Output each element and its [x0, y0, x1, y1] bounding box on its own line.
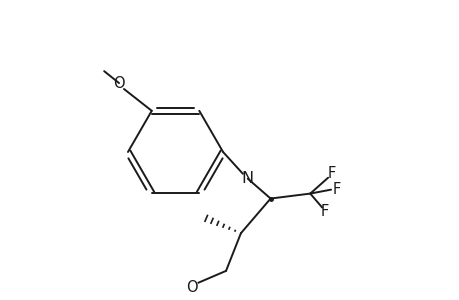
Text: N: N — [241, 171, 253, 186]
Text: F: F — [320, 204, 329, 219]
Text: O: O — [113, 76, 124, 91]
Text: O: O — [186, 280, 198, 295]
Text: F: F — [332, 182, 341, 197]
Text: F: F — [327, 166, 336, 181]
